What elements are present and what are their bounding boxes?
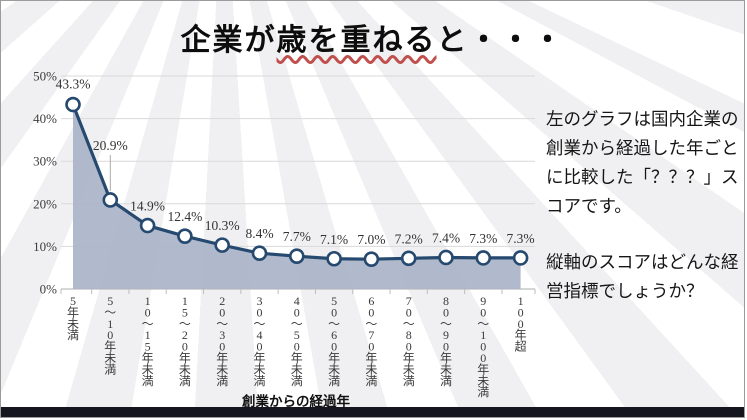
x-axis-label: 2 0 ～ 3 0 年未満 — [216, 294, 228, 388]
x-axis-label: 1 0 ～ 1 5 年未満 — [142, 294, 154, 388]
side-text-panel: 左のグラフは国内企業の 創業から経過した年ごと に比較した「？？？」ス コアです… — [546, 105, 744, 306]
x-axis-label: 1 5 ～ 2 0 年未満 — [179, 294, 191, 388]
data-point — [475, 250, 492, 266]
y-axis-tick-label: 0% — [40, 282, 58, 297]
x-axis-label: 7 0 ～ 8 0 年未満 — [403, 294, 415, 388]
title-text-underlined: 歳を重ねる — [276, 24, 437, 57]
chart-canvas: 0% 10% 20% 30% 40% 50%43.3% 20.9% 14.9%12.4%10.… — [33, 69, 536, 409]
data-point — [326, 250, 342, 267]
data-point-label: 7.1% — [320, 232, 348, 247]
bottom-accent-bar — [1, 407, 744, 417]
x-axis-label: 9 0 ～ 1 0 0 年未満 — [477, 294, 489, 399]
data-point — [139, 217, 156, 234]
data-point — [288, 248, 305, 264]
x-axis-label: 6 0 ～ 7 0 年未満 — [365, 294, 377, 388]
title-text-post: と・・・ — [436, 24, 565, 57]
x-axis-label: 1 0 0 年超 — [515, 294, 527, 354]
data-point-label: 7.2% — [395, 231, 423, 246]
data-point — [65, 96, 81, 113]
y-axis-tick-label: 20% — [33, 196, 57, 211]
x-axis-label: 5 年未満 — [67, 294, 79, 342]
data-point — [214, 237, 230, 253]
data-point — [251, 245, 268, 262]
x-axis-label: 8 0 ～ 9 0 年未満 — [440, 294, 452, 388]
data-point-label: 14.9% — [130, 199, 165, 214]
y-axis-tick-label: 30% — [33, 154, 57, 169]
data-point — [177, 228, 193, 244]
side-paragraph-2: 縦軸のスコアはどんな経 営指標でしょうか？ — [546, 252, 739, 302]
company-age-score-chart: 0% 10% 20% 30% 40% 50% 43.3% 20.9% 14.9% 12.4% 10.… — [17, 67, 545, 413]
data-point-label: 10.3% — [205, 218, 240, 233]
data-point-label: 7.3% — [507, 231, 535, 246]
y-axis-tick-label: 10% — [33, 239, 57, 254]
x-axis-label: 5 0 ～ 6 0 年未満 — [328, 294, 340, 388]
data-point-label: 43.3% — [56, 77, 91, 92]
data-point-label: 12.4% — [167, 209, 202, 224]
y-axis-tick-label: 50% — [33, 69, 57, 84]
data-point-label: 20.9% — [93, 138, 128, 153]
data-point-label: 7.0% — [357, 232, 385, 247]
y-axis-tick-label: 40% — [33, 111, 57, 126]
side-paragraph-1: 左のグラフは国内企業の 創業から経過した年ごと に比較した「？？？」ス コアです… — [546, 109, 739, 217]
data-point — [512, 250, 529, 266]
data-point — [102, 192, 119, 208]
data-point-label: 7.4% — [432, 230, 460, 245]
x-axis-label: 5 ～ 1 0 年未満 — [104, 294, 116, 376]
title-text-pre: 企業が — [180, 24, 277, 57]
data-point-label: 7.3% — [469, 231, 497, 246]
data-point — [438, 249, 454, 266]
slide-title: 企業が歳を重ねると・・・ — [1, 15, 744, 59]
data-point-label: 7.7% — [283, 229, 311, 244]
x-axis-label: 4 0 ～ 5 0 年未満 — [291, 294, 303, 388]
x-axis-title: 創業からの経過年 — [241, 393, 350, 409]
data-point — [400, 250, 417, 267]
data-point — [363, 251, 380, 267]
x-axis-label: 3 0 ～ 4 0 年未満 — [253, 294, 265, 388]
data-point-label: 8.4% — [245, 226, 273, 241]
